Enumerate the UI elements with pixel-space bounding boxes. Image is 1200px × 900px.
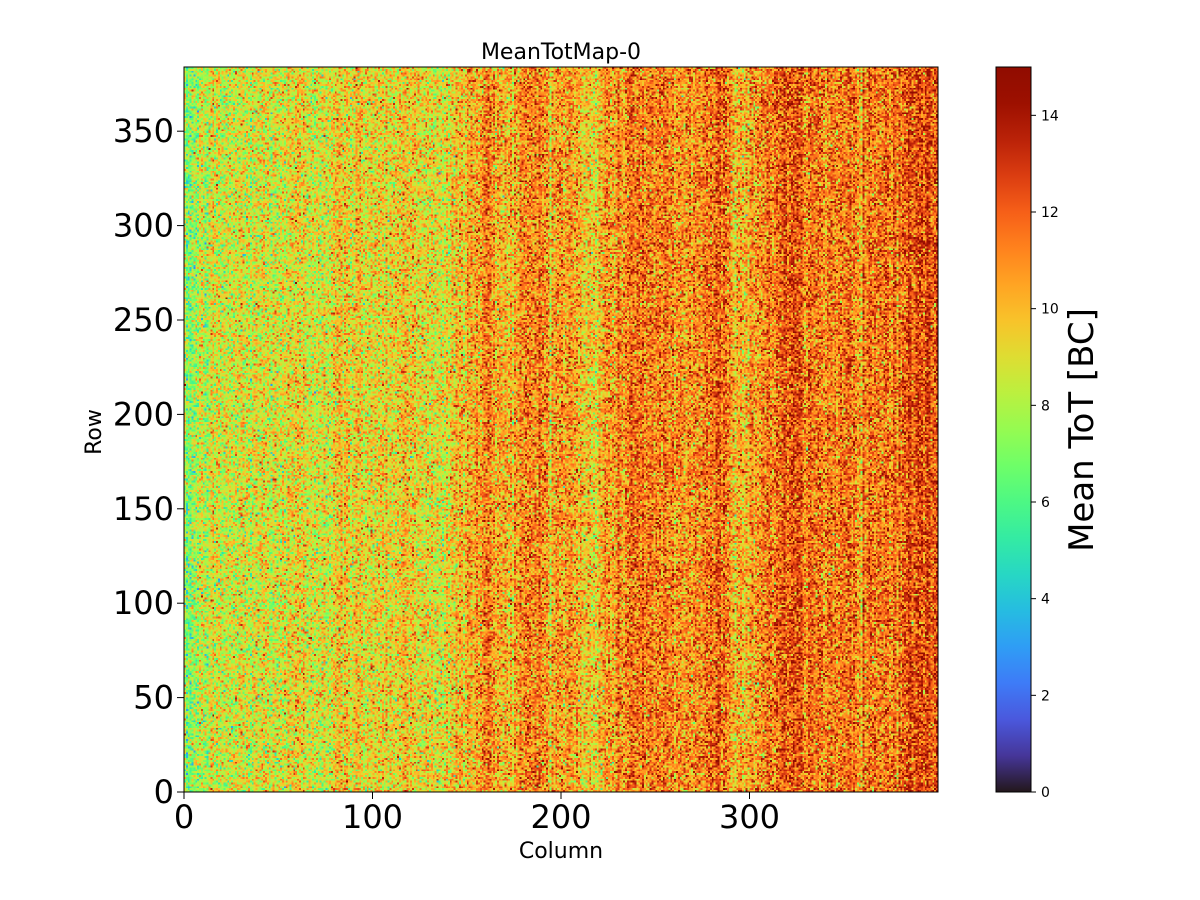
- colorbar-tick-label: 0: [1041, 785, 1050, 801]
- heatmap-raster: [184, 67, 938, 792]
- y-tick-label: 250: [113, 301, 174, 339]
- colorbar-axis: 0 2 4 6 8 10 12 14: [1031, 108, 1059, 801]
- x-tick-label: 0: [174, 798, 194, 836]
- colorbar-label: Mean ToT [BC]: [1062, 308, 1102, 552]
- x-tick-label: 300: [719, 798, 780, 836]
- x-tick-label: 200: [530, 798, 591, 836]
- colorbar: [995, 66, 1032, 793]
- heatmap-cells: [184, 67, 938, 792]
- chart-title: MeanTotMap-0: [481, 40, 641, 65]
- y-axis: 0 50 100 150 200 250 300 350: [113, 112, 184, 811]
- colorbar-tick-label: 10: [1041, 302, 1059, 318]
- x-axis-label: Column: [519, 839, 603, 864]
- y-tick-label: 50: [133, 679, 174, 717]
- y-tick-label: 300: [113, 207, 174, 245]
- colorbar-tick-label: 14: [1041, 108, 1059, 124]
- colorbar-tick-label: 4: [1041, 592, 1050, 608]
- y-tick-label: 100: [113, 584, 174, 622]
- colorbar-tick-label: 8: [1041, 398, 1050, 414]
- colorbar-tick-label: 2: [1041, 688, 1050, 704]
- y-tick-label: 0: [154, 773, 174, 811]
- y-tick-label: 350: [113, 112, 174, 150]
- y-axis-label: Row: [82, 409, 107, 455]
- colorbar-tick-label: 12: [1041, 205, 1059, 221]
- y-tick-label: 200: [113, 395, 174, 433]
- x-axis: 0 100 200 300: [174, 792, 780, 836]
- x-tick-label: 100: [342, 798, 403, 836]
- colorbar-tick-label: 6: [1041, 495, 1050, 511]
- y-tick-label: 150: [113, 490, 174, 528]
